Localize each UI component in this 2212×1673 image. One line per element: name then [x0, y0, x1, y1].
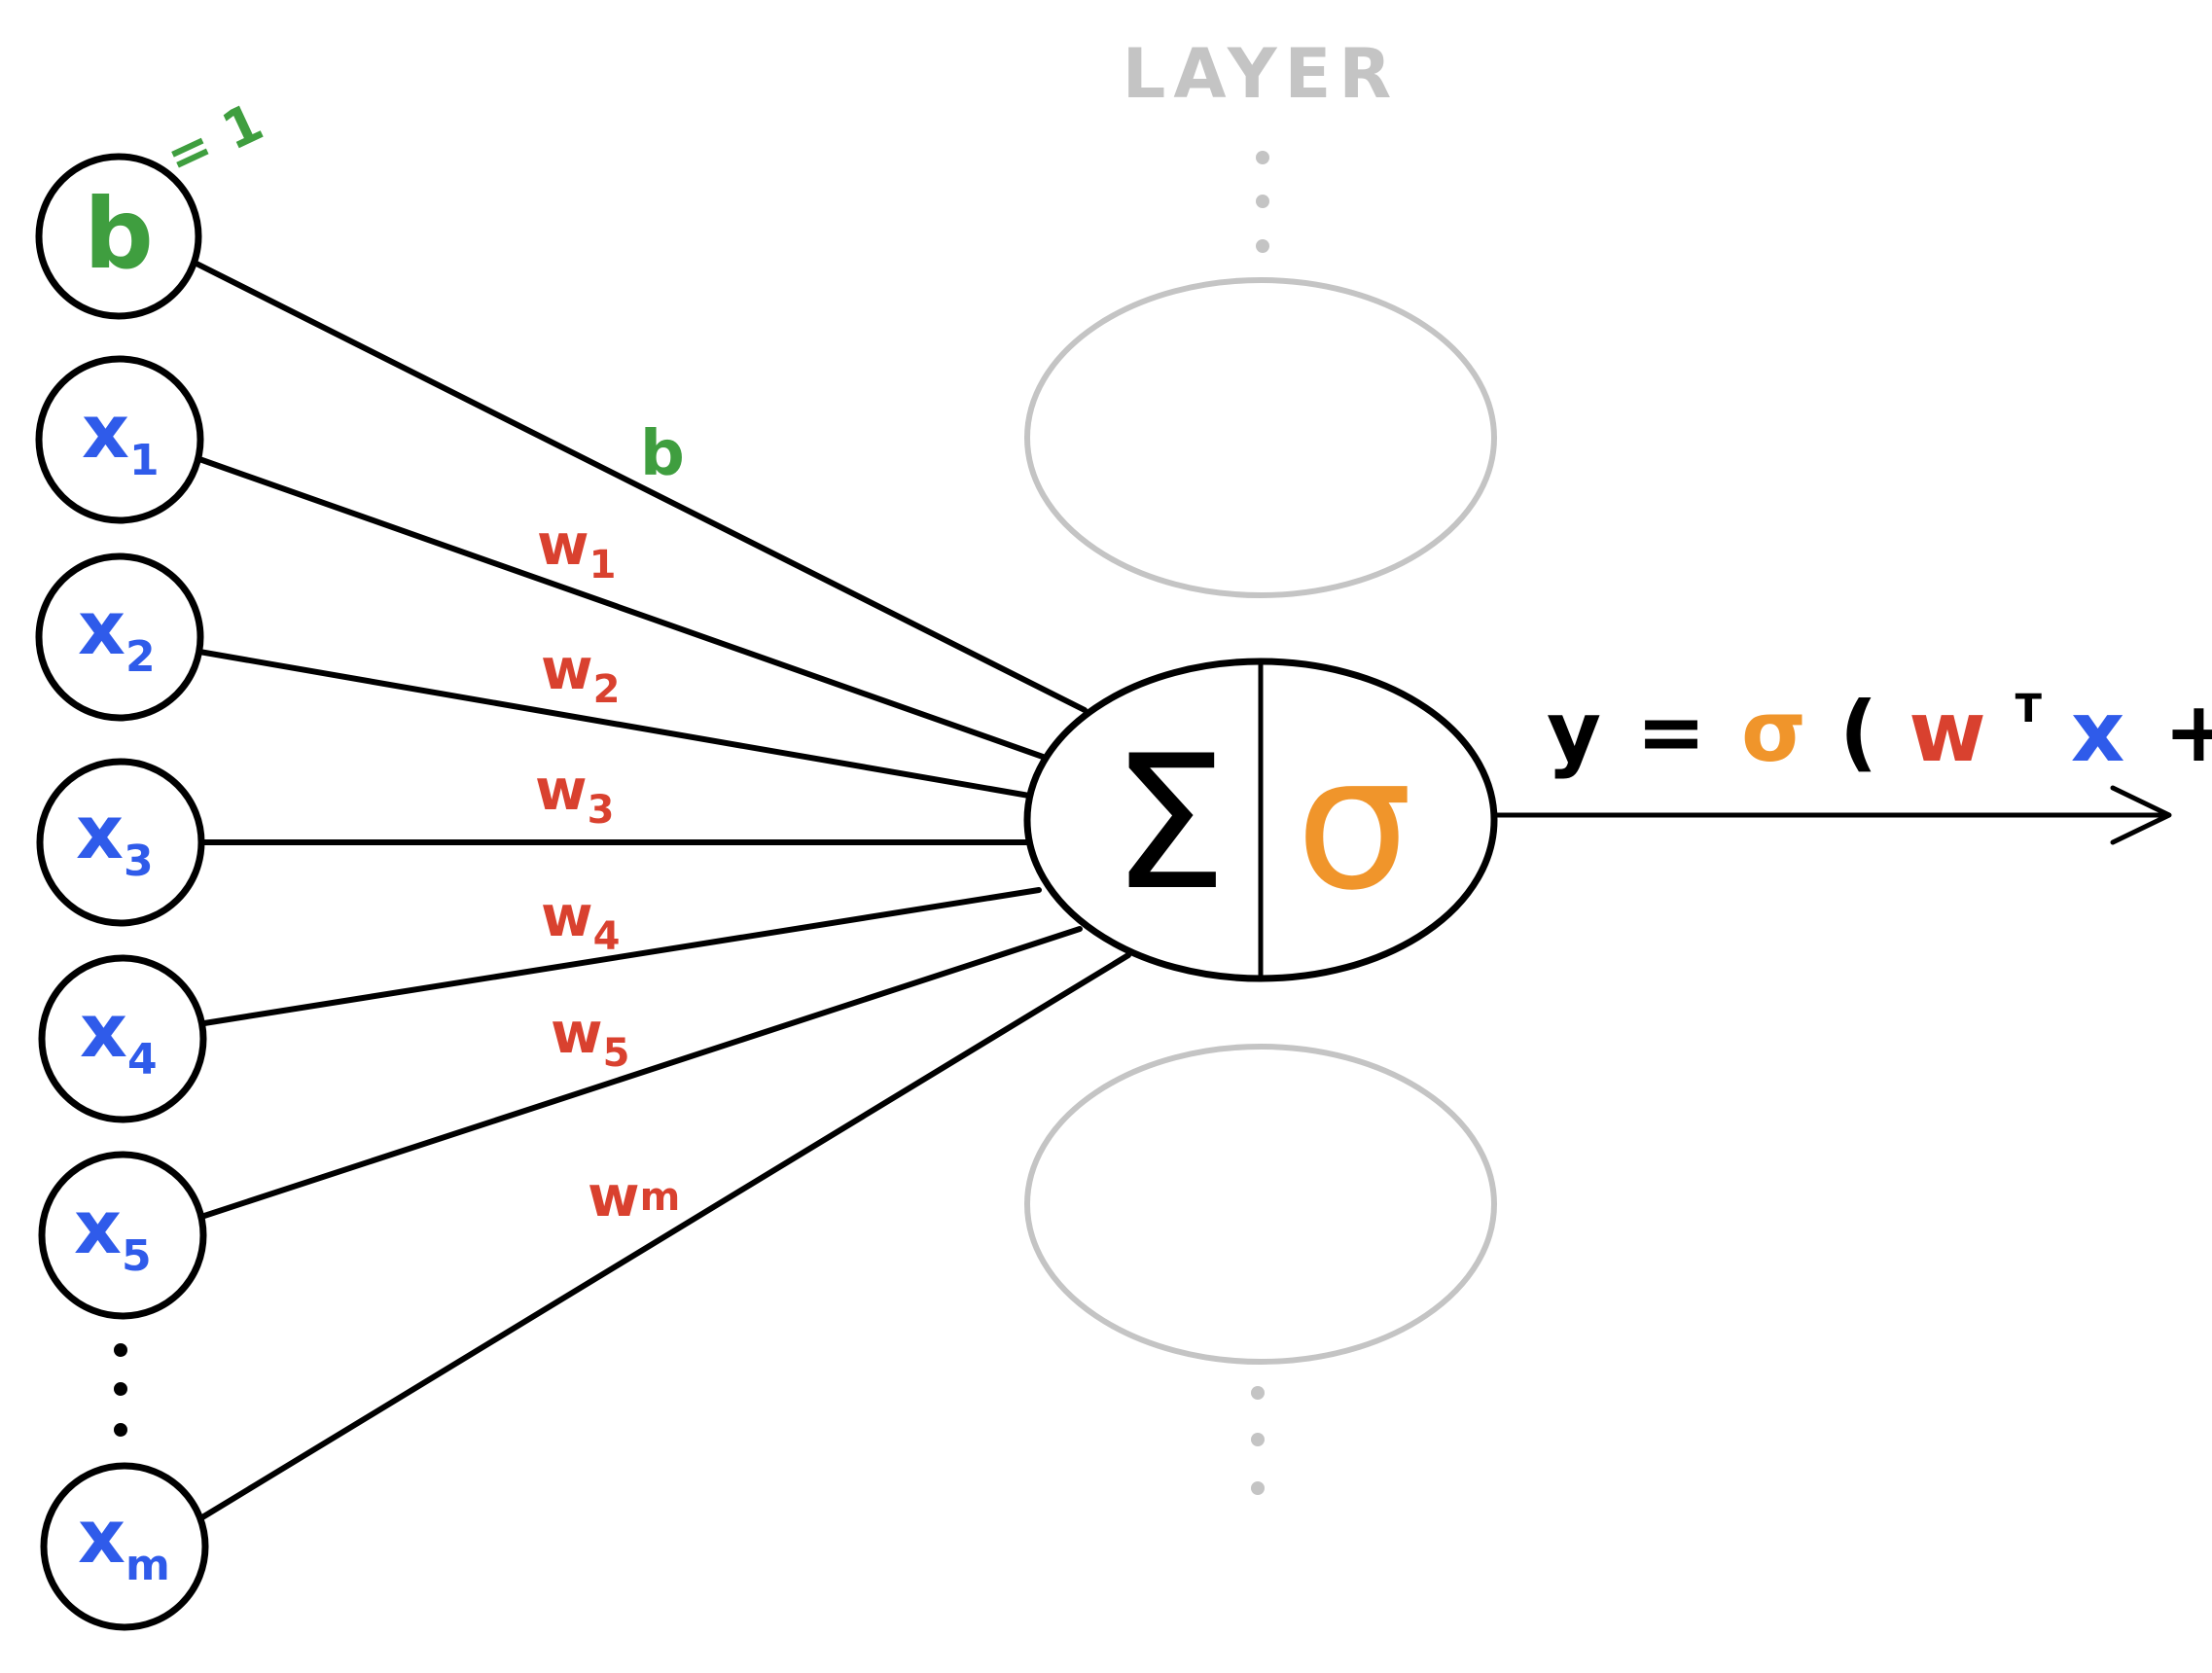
edge-x2	[196, 649, 1032, 799]
output-arrow-head	[2110, 785, 2172, 845]
output-group: y = σ ( w T x + b )	[1494, 645, 2212, 845]
input-node-circle	[40, 1462, 209, 1631]
input-node-label: x5	[74, 1184, 152, 1281]
edge-labels-group: b w1 w2 w3 w4 w5 wm	[535, 418, 685, 1229]
input-node-circle	[38, 954, 207, 1123]
input-ellipsis-dot-3	[114, 1423, 127, 1437]
edge-label-w5: w5	[551, 1000, 629, 1076]
input-node-label: xm	[78, 1493, 170, 1590]
edge-x4	[201, 887, 1042, 1026]
input-node-label: x4	[80, 987, 158, 1085]
input-node-circle	[35, 552, 204, 722]
edge-label-w2: w2	[541, 636, 620, 712]
input-node-x3: x3	[36, 758, 205, 927]
layer-dot-bottom-3	[1251, 1481, 1265, 1495]
edge-label-w1: w1	[537, 512, 616, 587]
edge-x5	[201, 926, 1083, 1219]
edges-group	[192, 260, 1131, 1520]
neuron-sum-symbol: Σ	[1111, 716, 1228, 931]
layer-dot-top-1	[1256, 151, 1269, 164]
input-nodes-group: x1 x2 x3 x4 x5 xm	[35, 355, 209, 1631]
input-node-label: x3	[76, 789, 154, 886]
edge-xm	[199, 952, 1131, 1520]
input-node-circle	[35, 355, 204, 524]
ghost-neuron-bottom	[1024, 1044, 1497, 1365]
edge-bias	[192, 260, 1088, 713]
input-node-circle	[36, 758, 205, 927]
input-node-x1: x1	[35, 355, 204, 524]
input-node-x4: x4	[38, 954, 207, 1123]
layer-dot-top-2	[1256, 195, 1269, 208]
input-ellipsis-dot-1	[114, 1343, 127, 1357]
ghost-neuron-top	[1024, 277, 1497, 598]
neuron-activation-symbol: σ	[1296, 716, 1412, 931]
bias-node-label: b	[84, 177, 154, 291]
input-node-x2: x2	[35, 552, 204, 722]
edge-x1	[196, 456, 1046, 760]
layer-ghost-group: LAYER	[1024, 34, 1497, 1495]
layer-dot-top-3	[1256, 239, 1269, 253]
output-formula: y = σ ( w T x + b )	[1547, 645, 2212, 781]
layer-dot-bottom-1	[1251, 1386, 1265, 1400]
edge-label-w3: w3	[535, 757, 614, 833]
neuron: Σ σ	[1023, 658, 1498, 982]
input-node-label: x1	[82, 388, 160, 485]
input-node-x5: x5	[38, 1151, 207, 1320]
edge-label-w4: w4	[541, 883, 620, 959]
input-ellipsis-dot-2	[114, 1382, 127, 1396]
edge-label-bias: b	[640, 418, 685, 490]
bias-node-circle	[35, 153, 202, 320]
edge-label-wm: wm	[588, 1163, 680, 1229]
bias-node-annotation: = 1	[157, 91, 272, 189]
layer-label: LAYER	[1123, 34, 1400, 114]
input-node-xm: xm	[40, 1462, 209, 1631]
layer-dot-bottom-2	[1251, 1433, 1265, 1446]
input-node-label: x2	[78, 585, 156, 682]
input-node-circle	[38, 1151, 207, 1320]
